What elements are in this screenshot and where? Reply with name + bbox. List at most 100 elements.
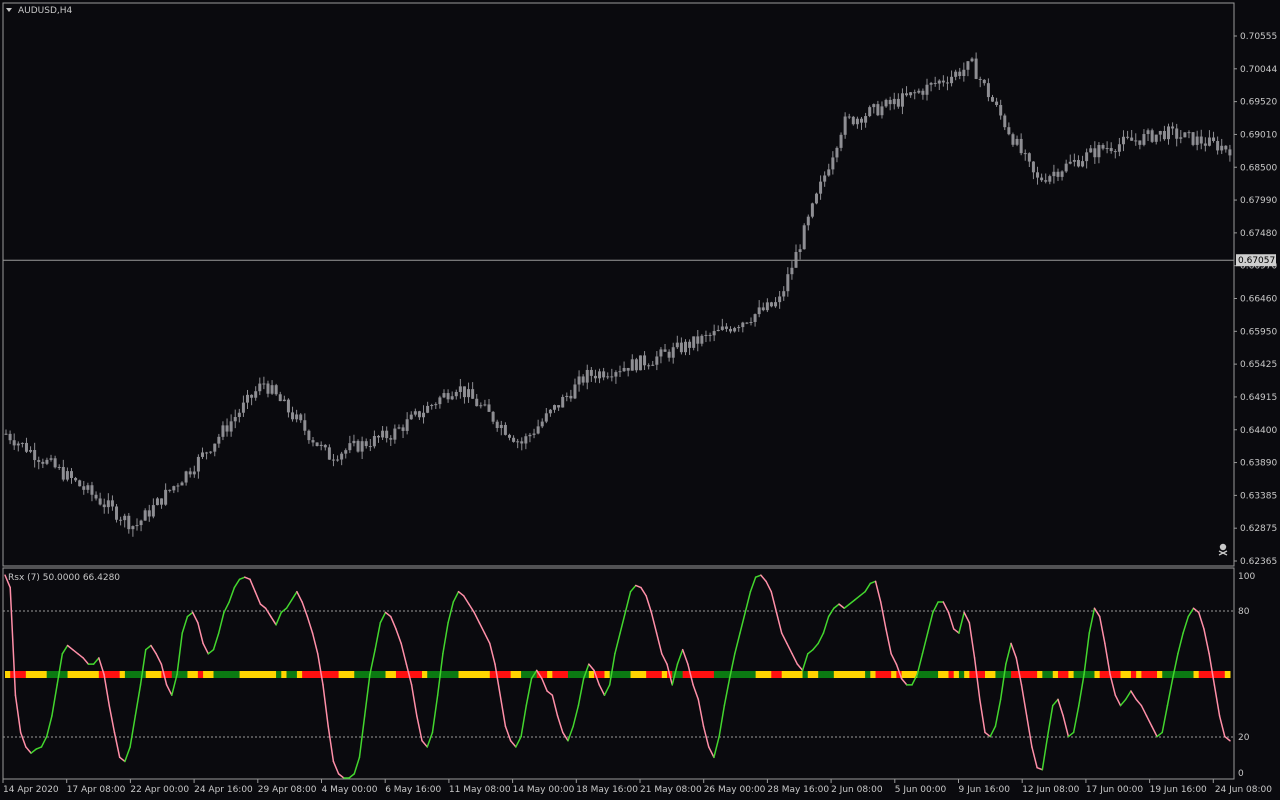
state-bar-segment [474, 671, 480, 678]
rsx-segment [176, 632, 183, 676]
main-pane-frame [2, 2, 1235, 567]
rsx-segment [280, 607, 288, 614]
state-bar-segment [1104, 671, 1111, 678]
candle-body [184, 471, 188, 483]
rsx-segment [202, 642, 210, 655]
rsx-segment [504, 725, 512, 742]
rsx-segment [973, 657, 981, 701]
chevron-down-icon[interactable] [6, 8, 12, 12]
candle-body [16, 443, 20, 446]
candle-body [1085, 152, 1089, 162]
state-bar-segment [839, 671, 845, 678]
candle-body [352, 440, 356, 444]
rsx-segment [395, 628, 402, 645]
rsx-segment [598, 684, 606, 696]
state-bar-segment [620, 671, 626, 678]
candle-body [1162, 130, 1166, 140]
rsx-segment [608, 653, 616, 686]
state-bar-segment [682, 671, 689, 678]
state-bar-segment [250, 671, 256, 678]
state-bar-segment [135, 671, 142, 678]
candle-body [1105, 148, 1109, 150]
candle-body [65, 471, 69, 480]
state-bar-segment [880, 671, 887, 678]
state-bar-segment [385, 671, 392, 678]
state-bar-segment [203, 671, 209, 678]
candle-body [217, 436, 221, 444]
time-axis-label: 24 Apr 16:00 [194, 785, 253, 795]
state-bar-segment [93, 671, 100, 678]
candle-body [1015, 138, 1019, 145]
time-axis-label: 5 Jun 00:00 [895, 785, 947, 795]
candle-body [544, 413, 548, 422]
state-bar-segment [974, 671, 981, 678]
candle-body [810, 203, 814, 217]
candle-body [1195, 136, 1199, 145]
rsx-segment [238, 576, 246, 581]
state-bar-segment [755, 671, 762, 678]
state-bar-segment [369, 671, 376, 678]
rsx-segment [671, 663, 679, 686]
state-bar-segment [265, 671, 272, 678]
rsx-segment [1161, 704, 1169, 734]
rsx-segment [25, 746, 32, 754]
rsx-segment [947, 611, 955, 630]
rsx-segment [306, 615, 314, 634]
candle-body [123, 515, 127, 521]
state-bar-segment [599, 671, 605, 678]
rsx-segment [1140, 704, 1148, 717]
state-bar-segment [828, 671, 835, 678]
candle-body [876, 104, 880, 116]
rsx-segment [124, 746, 131, 763]
candle-body [344, 450, 348, 454]
rsx-segment [431, 694, 439, 734]
rsx-segment [212, 632, 220, 651]
state-bar-segment [885, 671, 892, 678]
candle-body [1183, 132, 1187, 138]
indicator-pane-frame [2, 567, 1235, 780]
candle-body [389, 438, 393, 440]
candle-body [385, 430, 389, 439]
rsx-segment [1052, 698, 1059, 707]
main-price-pane[interactable]: 0.70555 0.70044 0.69520 0.69010 0.68500 0.679… [2, 2, 1277, 567]
state-bar-segment [10, 671, 16, 678]
state-bar-segment [656, 671, 663, 678]
candle-body [1056, 171, 1060, 177]
candle-body [1113, 151, 1117, 153]
candle-body [598, 371, 602, 379]
candle-body [675, 342, 679, 348]
state-bar-segment [255, 671, 261, 678]
candle-body [868, 107, 872, 117]
candle-body [1142, 134, 1146, 145]
candle-body [430, 405, 434, 407]
rsx-segment [369, 648, 376, 676]
candle-body [405, 419, 409, 431]
candle-body [1027, 153, 1031, 162]
rsx-segment [1119, 698, 1127, 707]
candle-body [499, 424, 503, 429]
state-bar-segment [969, 671, 976, 678]
rsx-segment [1062, 715, 1070, 738]
candle-body [258, 383, 262, 392]
state-bar-segment [229, 671, 235, 678]
candle-body [303, 420, 307, 431]
state-bar-segment [286, 671, 293, 678]
rsx-segment [337, 773, 345, 779]
state-bar-segment [500, 671, 506, 678]
rsx-line [4, 574, 1231, 779]
candle-body [106, 500, 110, 508]
rsx-segment [296, 590, 303, 603]
candle-body [1093, 148, 1097, 158]
rsx-segment [14, 694, 22, 734]
rsx-segment [707, 746, 715, 759]
state-bar-segment [343, 671, 350, 678]
rsx-segment [1046, 704, 1054, 738]
rsx-segment [1041, 735, 1049, 771]
symbol-label: AUDUSD,H4 [18, 6, 73, 16]
current-price-tag: 0.67057 [1236, 254, 1276, 267]
state-bar-segment [1130, 671, 1137, 678]
indicator-pane[interactable]: Rsx (7) 50.0000 66.4280 100 80 20 0 [2, 567, 1255, 780]
state-bar-segment [1042, 671, 1049, 678]
rsx-segment [77, 653, 84, 659]
